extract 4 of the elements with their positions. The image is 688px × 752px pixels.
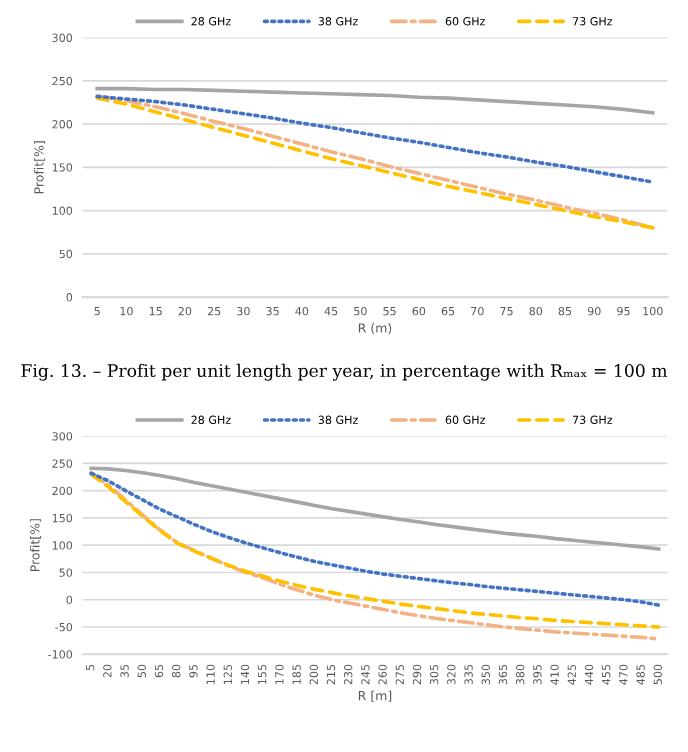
line-series	[95, 94, 655, 184]
caption: Fig. 13. – Profit per unit length per year, in percentage with Rₘₐₓ = 100 m	[21, 363, 668, 381]
line-series	[95, 86, 655, 115]
line-series	[89, 466, 661, 551]
